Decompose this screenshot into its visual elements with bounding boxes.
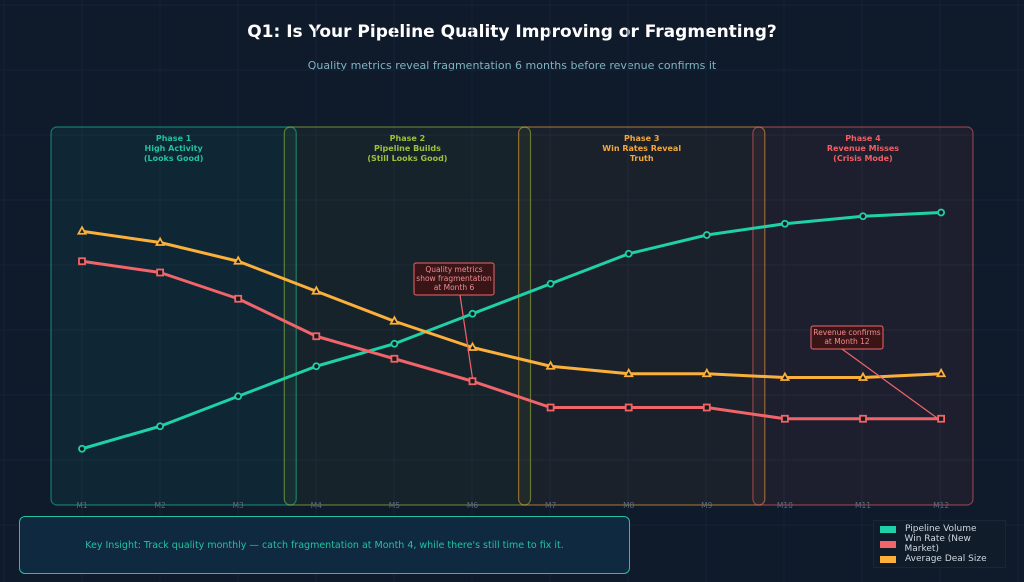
phase-label: (Crisis Mode) <box>833 154 893 163</box>
phase-label: Pipeline Builds <box>374 144 441 153</box>
data-point <box>702 231 711 239</box>
key-insight-box: Key Insight: Track quality monthly — cat… <box>19 516 630 574</box>
data-point <box>311 285 322 295</box>
data-point <box>546 403 555 412</box>
data-point <box>468 309 477 318</box>
data-point <box>76 225 88 235</box>
data-point <box>624 403 633 412</box>
data-point <box>78 257 86 266</box>
legend-label: Average Deal Size <box>905 554 987 564</box>
x-tick-label: M9 <box>701 501 712 510</box>
phase-label: Phase 3 <box>624 134 660 143</box>
data-point <box>702 403 711 412</box>
x-tick-label: M5 <box>389 501 400 510</box>
phase-region <box>752 126 974 506</box>
phase-label: Phase 1 <box>156 134 192 143</box>
phase-label: High Activity <box>145 144 204 153</box>
data-point <box>154 236 166 246</box>
data-point <box>389 315 400 325</box>
annotation-text: at Month 12 <box>824 337 870 346</box>
phase-label: Truth <box>630 154 654 163</box>
x-tick-label: M6 <box>467 501 478 510</box>
data-point <box>234 392 243 401</box>
data-point <box>779 371 791 381</box>
annotation-arrow <box>841 348 939 420</box>
data-point <box>156 422 165 431</box>
x-tick-label: M1 <box>76 501 87 510</box>
phase-region <box>517 126 766 506</box>
phase-label: (Looks Good) <box>144 154 204 163</box>
annotation-text: Revenue confirms <box>813 328 880 337</box>
phase-label: Phase 4 <box>845 134 881 143</box>
data-point <box>312 362 321 371</box>
legend-swatch <box>880 555 896 563</box>
phase-label: (Still Looks Good) <box>367 154 447 163</box>
data-point <box>234 294 243 303</box>
x-tick-label: M2 <box>154 501 165 510</box>
x-tick-label: M11 <box>855 501 871 510</box>
annotation-text: at Month 6 <box>434 283 475 292</box>
legend-swatch <box>880 525 896 533</box>
legend-label: Pipeline Volume <box>905 524 977 534</box>
data-point <box>701 367 712 378</box>
chart-title: Q1: Is Your Pipeline Quality Improving o… <box>247 22 777 42</box>
data-point <box>467 341 478 351</box>
data-point <box>546 279 555 288</box>
data-point <box>233 255 244 265</box>
data-point <box>623 367 634 378</box>
data-point <box>390 339 399 348</box>
phase-region <box>50 126 297 506</box>
chart-subtitle: Quality metrics reveal fragmentation 6 m… <box>307 59 717 72</box>
x-tick-label: M8 <box>623 501 634 510</box>
x-tick-label: M10 <box>777 501 793 510</box>
data-point <box>156 268 165 277</box>
annotation-text: Quality metrics <box>425 265 482 274</box>
data-point <box>937 414 945 423</box>
key-insight-text: Key Insight: Track quality monthly — cat… <box>85 539 564 551</box>
annotation-box <box>413 262 495 296</box>
annotation-text: show fragmentation <box>416 274 492 283</box>
data-point <box>781 414 789 423</box>
legend: Pipeline Volume Win Rate (New Market) Aver… <box>873 520 1006 568</box>
data-point <box>937 208 945 217</box>
data-point <box>624 249 633 258</box>
data-point <box>468 377 477 386</box>
legend-label: Win Rate (New Market) <box>904 534 971 554</box>
phase-label: Win Rates Reveal <box>602 144 681 153</box>
legend-item: Pipeline Volume <box>880 522 1005 536</box>
data-point <box>859 212 867 221</box>
x-tick-label: M3 <box>233 501 244 510</box>
data-point <box>78 444 86 453</box>
legend-swatch <box>880 540 896 548</box>
annotation-box <box>810 325 884 350</box>
phase-region <box>283 126 532 506</box>
legend-item: Average Deal Size <box>880 552 1005 566</box>
data-point <box>312 332 321 341</box>
phase-label: Revenue Misses <box>827 144 899 153</box>
phase-label: Phase 2 <box>390 134 426 143</box>
data-point <box>935 367 947 378</box>
series-line <box>81 211 942 451</box>
series-line <box>81 229 942 379</box>
legend-item: Win Rate (New Market) <box>880 534 1005 554</box>
data-point <box>390 354 399 363</box>
data-point <box>781 219 789 228</box>
annotation-arrow <box>459 294 474 379</box>
x-tick-label: M7 <box>545 501 556 510</box>
data-point <box>545 360 556 370</box>
data-point <box>857 371 869 381</box>
data-point <box>859 414 867 423</box>
series-line <box>81 259 942 421</box>
x-tick-label: M12 <box>933 501 949 510</box>
x-tick-label: M4 <box>311 501 322 510</box>
